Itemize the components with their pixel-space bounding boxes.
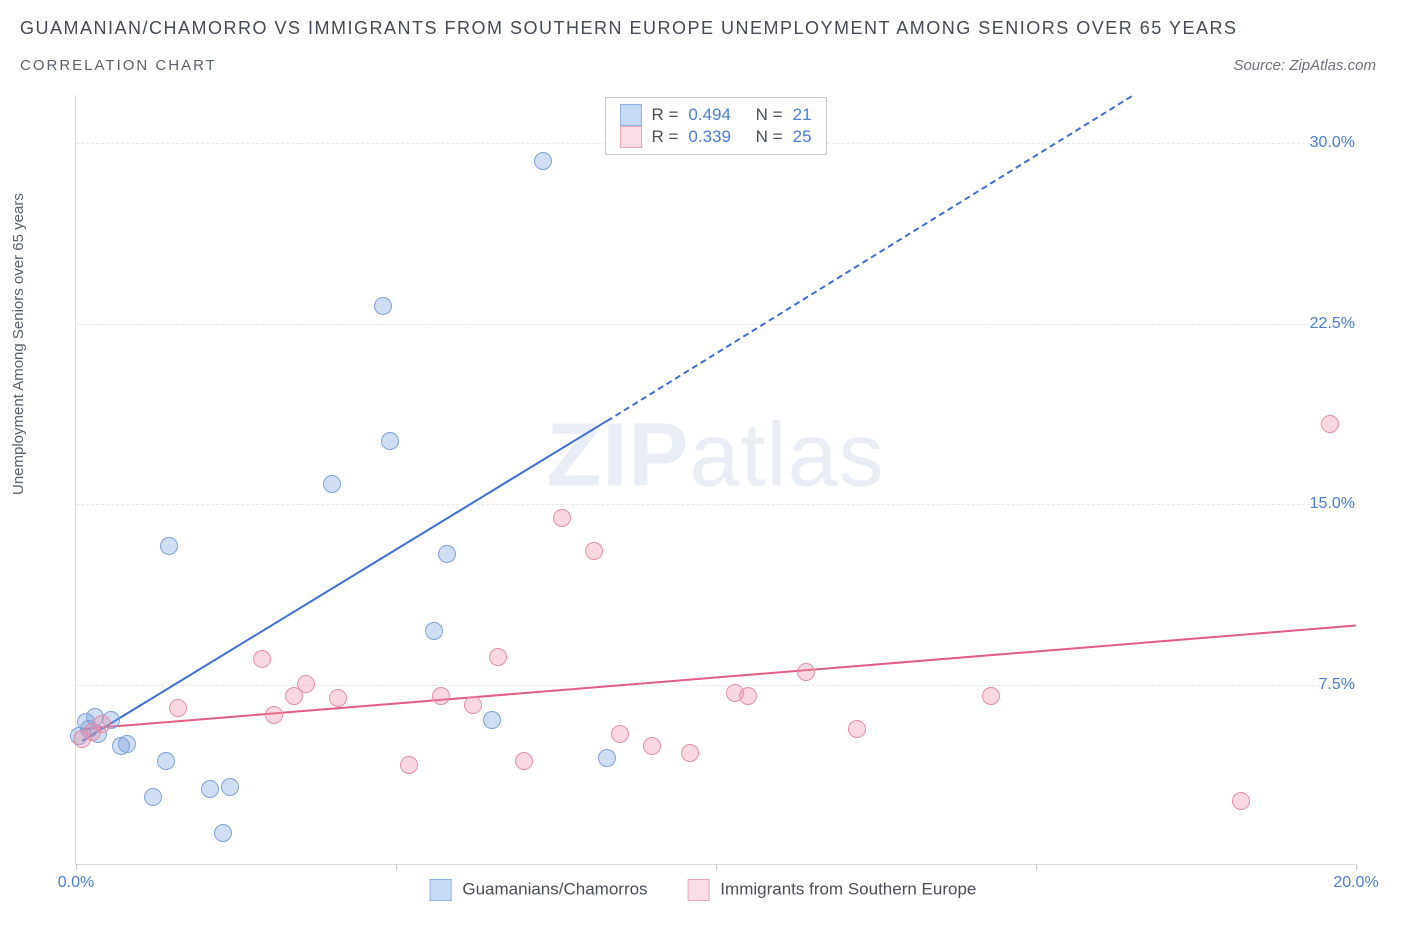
xtick-mark <box>1036 864 1037 870</box>
scatter-point <box>297 675 315 693</box>
legend-item-0: Guamanians/Chamorros <box>430 879 648 901</box>
r-value-0: 0.494 <box>688 105 731 125</box>
legend-stats: R = 0.494 N = 21 R = 0.339 N = 25 <box>604 97 826 155</box>
scatter-point <box>118 735 136 753</box>
ytick-label: 22.5% <box>1310 315 1355 333</box>
scatter-point <box>643 737 661 755</box>
n-value-1: 25 <box>793 127 812 147</box>
subtitle-row: CORRELATION CHART Source: ZipAtlas.com <box>20 57 1386 74</box>
scatter-point <box>483 711 501 729</box>
legend-stats-row-0: R = 0.494 N = 21 <box>619 104 811 126</box>
legend-swatch-0 <box>619 104 641 126</box>
scatter-point <box>323 475 341 493</box>
gridline <box>76 504 1355 505</box>
scatter-point <box>214 824 232 842</box>
gridline <box>76 324 1355 325</box>
scatter-point <box>1321 415 1339 433</box>
scatter-point <box>982 687 1000 705</box>
xtick-label: 0.0% <box>58 874 94 892</box>
scatter-point <box>381 432 399 450</box>
scatter-point <box>93 715 111 733</box>
xtick-label: 20.0% <box>1333 874 1378 892</box>
scatter-point <box>438 545 456 563</box>
xtick-mark <box>396 864 397 870</box>
y-axis-label: Unemployment Among Seniors over 65 years <box>10 193 27 495</box>
plot-area: ZIPatlas R = 0.494 N = 21 R = 0.339 N = … <box>75 95 1355 865</box>
n-label: N = <box>756 127 783 147</box>
legend-swatch-1 <box>688 879 710 901</box>
gridline <box>76 685 1355 686</box>
r-value-1: 0.339 <box>688 127 731 147</box>
n-value-0: 21 <box>793 105 812 125</box>
scatter-point <box>611 725 629 743</box>
legend-item-1: Immigrants from Southern Europe <box>688 879 977 901</box>
ytick-label: 7.5% <box>1319 676 1355 694</box>
r-label: R = <box>651 105 678 125</box>
scatter-point <box>169 699 187 717</box>
scatter-point <box>253 650 271 668</box>
legend-stats-row-1: R = 0.339 N = 25 <box>619 126 811 148</box>
ytick-label: 15.0% <box>1310 495 1355 513</box>
legend-swatch-1 <box>619 126 641 148</box>
scatter-point <box>201 780 219 798</box>
legend-label-0: Guamanians/Chamorros <box>462 879 647 898</box>
r-label: R = <box>651 127 678 147</box>
scatter-point <box>157 752 175 770</box>
chart-container: Unemployment Among Seniors over 65 years… <box>20 95 1386 905</box>
xtick-mark <box>76 864 77 870</box>
scatter-point <box>598 749 616 767</box>
scatter-point <box>681 744 699 762</box>
legend-series: Guamanians/Chamorros Immigrants from Sou… <box>430 879 977 901</box>
scatter-point <box>553 509 571 527</box>
xtick-mark <box>1356 864 1357 870</box>
subtitle: CORRELATION CHART <box>20 57 217 74</box>
scatter-point <box>739 687 757 705</box>
scatter-point <box>265 706 283 724</box>
scatter-point <box>221 778 239 796</box>
scatter-point <box>160 537 178 555</box>
legend-swatch-0 <box>430 879 452 901</box>
scatter-point <box>489 648 507 666</box>
legend-label-1: Immigrants from Southern Europe <box>720 879 976 898</box>
watermark: ZIPatlas <box>546 405 884 508</box>
watermark-atlas: atlas <box>689 406 884 506</box>
scatter-point <box>797 663 815 681</box>
scatter-point <box>1232 792 1250 810</box>
scatter-point <box>464 696 482 714</box>
ytick-label: 30.0% <box>1310 134 1355 152</box>
scatter-point <box>515 752 533 770</box>
scatter-point <box>425 622 443 640</box>
n-label: N = <box>756 105 783 125</box>
scatter-point <box>374 297 392 315</box>
scatter-point <box>144 788 162 806</box>
watermark-zip: ZIP <box>546 406 689 506</box>
scatter-point <box>848 720 866 738</box>
scatter-point <box>329 689 347 707</box>
scatter-point <box>400 756 418 774</box>
page-title: GUAMANIAN/CHAMORRO VS IMMIGRANTS FROM SO… <box>20 18 1386 39</box>
source-label: Source: ZipAtlas.com <box>1233 57 1376 74</box>
scatter-point <box>585 542 603 560</box>
scatter-point <box>432 687 450 705</box>
xtick-mark <box>716 864 717 870</box>
scatter-point <box>534 152 552 170</box>
header: GUAMANIAN/CHAMORRO VS IMMIGRANTS FROM SO… <box>0 0 1406 74</box>
